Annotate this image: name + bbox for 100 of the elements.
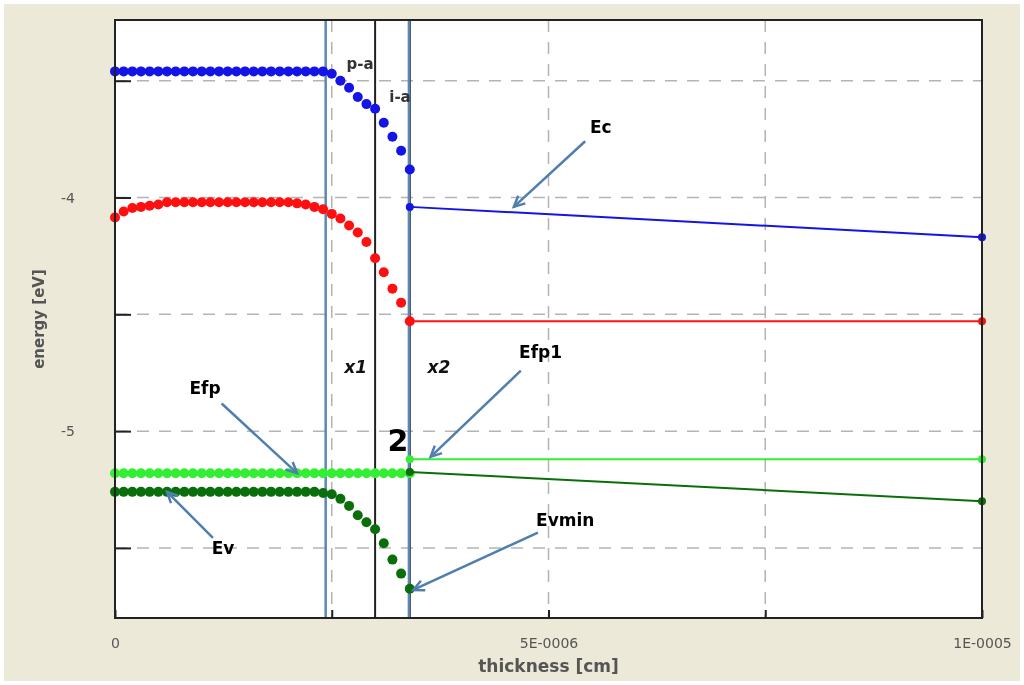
point [118, 468, 129, 479]
point [318, 204, 329, 215]
x-axis-title: thickness [cm] [478, 656, 619, 676]
point [361, 517, 372, 528]
point [136, 486, 147, 497]
point [396, 568, 407, 579]
point [387, 131, 398, 142]
point [248, 468, 259, 479]
point [179, 486, 190, 497]
point [144, 468, 155, 479]
point [352, 92, 363, 103]
point [335, 493, 346, 504]
point [248, 486, 259, 497]
point [300, 486, 311, 497]
point [370, 468, 381, 479]
x-tick-label: 0 [111, 634, 120, 651]
point [370, 253, 381, 264]
point [335, 75, 346, 86]
point [274, 486, 285, 497]
y-tick-label: -4 [61, 189, 76, 206]
point [378, 468, 389, 479]
point [205, 486, 216, 497]
point [266, 486, 277, 497]
point [214, 486, 225, 497]
point [196, 486, 207, 497]
point [344, 500, 355, 511]
point [127, 486, 138, 497]
point [335, 213, 346, 224]
point [118, 66, 129, 77]
point [352, 468, 363, 479]
point [153, 468, 164, 479]
point [144, 200, 155, 211]
point [318, 66, 329, 77]
point [300, 468, 311, 479]
point [179, 468, 190, 479]
x-tick-label: 1E-0005 [953, 634, 1012, 651]
point [240, 486, 251, 497]
point [318, 468, 329, 479]
point [326, 68, 337, 79]
point [205, 468, 216, 479]
point [162, 197, 173, 208]
point [240, 197, 251, 208]
point [370, 524, 381, 535]
annotation: Evmin [536, 509, 595, 530]
point [196, 468, 207, 479]
point [153, 199, 164, 210]
point [309, 486, 320, 497]
point [196, 197, 207, 208]
point [257, 468, 268, 479]
point [274, 197, 285, 208]
point [344, 468, 355, 479]
point [127, 468, 138, 479]
point [136, 201, 147, 212]
point [405, 202, 414, 211]
point [231, 486, 242, 497]
point [231, 468, 242, 479]
point [214, 197, 225, 208]
point [257, 197, 268, 208]
point [352, 227, 363, 238]
annotation: Ec [589, 116, 612, 137]
point [292, 198, 303, 209]
annotation: Efp1 [519, 341, 563, 362]
point [170, 468, 181, 479]
point [170, 197, 181, 208]
annotation: Efp [189, 378, 221, 399]
point [292, 486, 303, 497]
point [248, 197, 259, 208]
point [378, 267, 389, 278]
point [222, 468, 233, 479]
point [292, 66, 303, 77]
point [214, 468, 225, 479]
point [318, 488, 329, 499]
point [162, 66, 173, 77]
point [378, 117, 389, 128]
point [222, 66, 233, 77]
point [266, 66, 277, 77]
ref-line-label: x1 [343, 356, 368, 377]
point [404, 164, 415, 175]
point [396, 145, 407, 156]
point [378, 538, 389, 549]
point [179, 197, 190, 208]
point [326, 489, 337, 500]
point [222, 197, 233, 208]
point [405, 455, 414, 464]
point [240, 468, 251, 479]
point [344, 220, 355, 231]
point [274, 66, 285, 77]
point [162, 468, 173, 479]
point [352, 510, 363, 521]
point [214, 66, 225, 77]
annotation: 2 [387, 422, 409, 458]
point [153, 486, 164, 497]
point [283, 486, 294, 497]
point [188, 486, 199, 497]
point [144, 486, 155, 497]
point [118, 206, 129, 217]
point [127, 66, 138, 77]
point [188, 197, 199, 208]
point [396, 297, 407, 308]
point [396, 468, 407, 479]
